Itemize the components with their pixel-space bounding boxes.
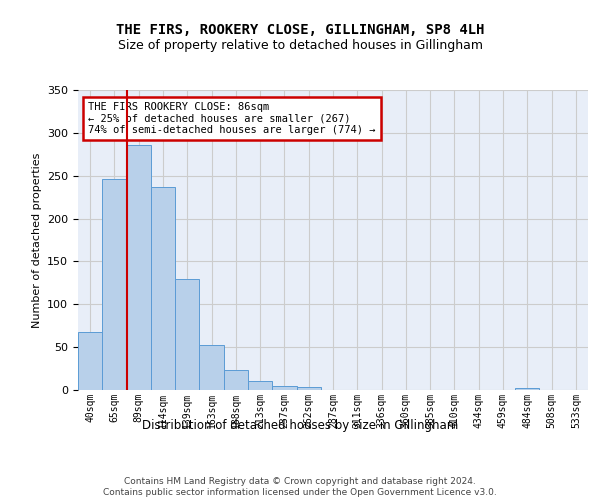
Text: THE FIRS ROOKERY CLOSE: 86sqm
← 25% of detached houses are smaller (267)
74% of : THE FIRS ROOKERY CLOSE: 86sqm ← 25% of d… [88, 102, 376, 135]
Bar [199, 344, 224, 390]
Bar [78, 332, 102, 390]
Bar [248, 382, 272, 390]
Text: THE FIRS, ROOKERY CLOSE, GILLINGHAM, SP8 4LH: THE FIRS, ROOKERY CLOSE, GILLINGHAM, SP8… [116, 22, 484, 36]
Bar [151, 187, 175, 390]
Y-axis label: Number of detached properties: Number of detached properties [32, 152, 41, 328]
Bar [296, 388, 321, 390]
Text: Contains HM Land Registry data © Crown copyright and database right 2024.
Contai: Contains HM Land Registry data © Crown c… [103, 478, 497, 497]
Bar [127, 145, 151, 390]
Bar [515, 388, 539, 390]
Bar [102, 179, 127, 390]
Text: Distribution of detached houses by size in Gillingham: Distribution of detached houses by size … [142, 419, 458, 432]
Text: Size of property relative to detached houses in Gillingham: Size of property relative to detached ho… [118, 39, 482, 52]
Bar [272, 386, 296, 390]
Bar [175, 280, 199, 390]
Bar [224, 370, 248, 390]
